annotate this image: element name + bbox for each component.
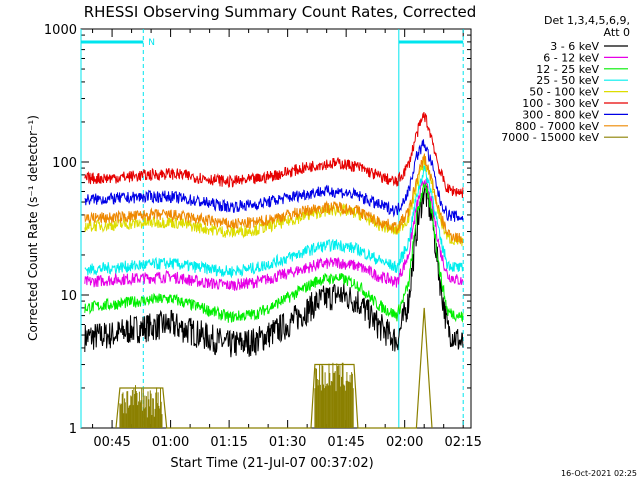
y-tick-label: 1000 — [44, 23, 77, 38]
series-line — [84, 111, 464, 198]
y-tick-labels: 1 10 100 1000 — [44, 23, 77, 437]
series-line — [84, 182, 464, 323]
x-tick-label: 01:15 — [210, 435, 247, 450]
x-tick-label: 02:00 — [386, 435, 423, 450]
legend-label: 7000 - 15000 keV — [501, 131, 599, 144]
y-axis-label: Corrected Count Rate (s⁻¹ detector⁻¹) — [26, 115, 40, 341]
x-tick-label: 01:30 — [269, 435, 306, 450]
y-tick-label: 1 — [69, 422, 77, 437]
legend-label: 12 - 25 keV — [536, 63, 599, 76]
chart-title: RHESSI Observing Summary Count Rates, Co… — [84, 3, 477, 21]
x-tick-label: 01:00 — [152, 435, 189, 450]
series-line — [115, 307, 433, 429]
x-tick-labels: 00:45 01:00 01:15 01:30 01:45 02:00 02:15 — [93, 435, 482, 450]
x-tick-label: 01:45 — [327, 435, 364, 450]
legend-label: 50 - 100 keV — [529, 86, 599, 99]
legend-label: 3 - 6 keV — [550, 40, 599, 53]
x-tick-label: 02:15 — [444, 435, 481, 450]
legend-header: Att 0 — [604, 26, 630, 39]
legend-label: 100 - 300 keV — [522, 97, 599, 110]
timestamp: 16-Oct-2021 02:25 — [561, 469, 637, 478]
legend-label: 800 - 7000 keV — [515, 120, 599, 133]
legend-label: 300 - 800 keV — [522, 108, 599, 121]
series-line — [84, 178, 464, 291]
x-tick-label: 00:45 — [93, 435, 130, 450]
series-line — [84, 182, 464, 358]
series-line — [84, 165, 464, 279]
legend-label: 25 - 50 keV — [536, 74, 599, 87]
series-lines — [84, 111, 464, 429]
y-tick-label: 100 — [52, 156, 77, 171]
legend-label: 6 - 12 keV — [543, 51, 599, 64]
legend-header: Det 1,3,4,5,6,9, — [544, 14, 630, 27]
x-axis-label: Start Time (21-Jul-07 00:37:02) — [170, 456, 373, 471]
series-line — [84, 139, 464, 222]
y-tick-label: 10 — [60, 289, 77, 304]
series-line — [84, 153, 464, 245]
flag-label: N — [148, 38, 155, 48]
